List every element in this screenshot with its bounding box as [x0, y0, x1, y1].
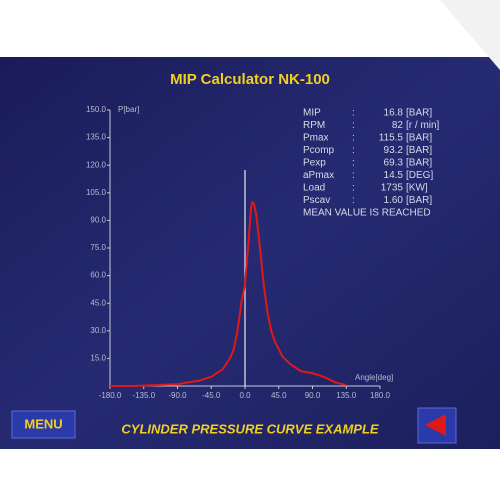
- menu-button[interactable]: MENU: [11, 410, 76, 439]
- readout-label: RPM: [303, 120, 325, 131]
- x-tick-label: -45.0: [202, 391, 221, 400]
- status: MEAN VALUE IS REACHED: [303, 208, 431, 219]
- readout-value: 69.3: [384, 158, 404, 169]
- readout-value: 1735: [381, 183, 404, 194]
- y-tick-label: 60.0: [90, 271, 106, 280]
- y-tick-label: 90.0: [90, 216, 106, 225]
- readout-label: Pexp: [303, 158, 326, 169]
- readout-separator: :: [352, 170, 355, 181]
- readout-value: 14.5: [384, 170, 404, 181]
- readout-label: aPmax: [303, 170, 334, 181]
- y-tick-label: 45.0: [90, 298, 106, 307]
- readout-unit: [BAR]: [406, 158, 432, 169]
- readout-unit: [BAR]: [406, 133, 432, 144]
- back-button[interactable]: [417, 407, 457, 444]
- y-tick-label: 135.0: [86, 133, 107, 142]
- readout-value: 93.2: [384, 145, 404, 156]
- readout-separator: :: [352, 145, 355, 156]
- readout-unit: [r / min]: [406, 120, 440, 131]
- readout-value: 1.60: [384, 195, 404, 206]
- readout-separator: :: [352, 120, 355, 131]
- footer: CYLINDER PRESSURE CURVE EXAMPLE: [121, 421, 378, 436]
- y-tick-label: 120.0: [86, 160, 107, 169]
- chart: 15.0 30.0 45.0 60.0 75.0 90.0 105.0 120.0 135.0 1…: [86, 105, 393, 400]
- menu-button-box[interactable]: [11, 410, 76, 439]
- readout-label: MIP: [303, 108, 321, 119]
- y-tick-label: 150.0: [86, 105, 107, 114]
- pressure-curve: [110, 201, 347, 387]
- x-tick-label: -135.0: [132, 391, 155, 400]
- readout-label: Pmax: [303, 133, 329, 144]
- y-tick-label: 105.0: [86, 188, 107, 197]
- x-tick-label: 135.0: [336, 391, 357, 400]
- x-tick-label: 90.0: [305, 391, 321, 400]
- x-tick-label: 45.0: [271, 391, 287, 400]
- readout-label: Pscav: [303, 195, 330, 206]
- y-tick-label: 75.0: [90, 243, 106, 252]
- readout-label: Load: [303, 183, 325, 194]
- readout-separator: :: [352, 183, 355, 194]
- x-tick-label: 180.0: [370, 391, 391, 400]
- y-axis-label: P[bar]: [118, 105, 139, 114]
- readout-separator: :: [352, 133, 355, 144]
- readout-unit: [BAR]: [406, 108, 432, 119]
- readout-separator: :: [352, 195, 355, 206]
- panel: [0, 57, 500, 449]
- readout-value: 82: [392, 120, 404, 131]
- x-tick-label: -180.0: [99, 391, 122, 400]
- x-tick-label: -90.0: [168, 391, 187, 400]
- x-tick-label: 0.0: [239, 391, 251, 400]
- readout-separator: :: [352, 108, 355, 119]
- readout-unit: [DEG]: [406, 170, 433, 181]
- readout-value: 16.8: [384, 108, 404, 119]
- x-axis-label: Angle[deg]: [355, 373, 393, 382]
- readouts: MIP:16.8 [BAR]RPM:82 [r / min]Pmax:115.5 [B…: [303, 108, 440, 219]
- menu-button-label[interactable]: MENU: [24, 416, 62, 431]
- readout-value: 115.5: [379, 133, 404, 144]
- readout-unit: [BAR]: [406, 195, 432, 206]
- readout-unit: [KW]: [406, 183, 428, 194]
- title: MIP Calculator NK-100: [170, 71, 330, 88]
- readout-label: Pcomp: [303, 145, 335, 156]
- readout-separator: :: [352, 158, 355, 169]
- y-tick-label: 30.0: [90, 326, 106, 335]
- page-corner: [440, 0, 500, 70]
- readout-unit: [BAR]: [406, 145, 432, 156]
- y-tick-label: 15.0: [90, 354, 106, 363]
- back-arrow[interactable]: [425, 414, 446, 436]
